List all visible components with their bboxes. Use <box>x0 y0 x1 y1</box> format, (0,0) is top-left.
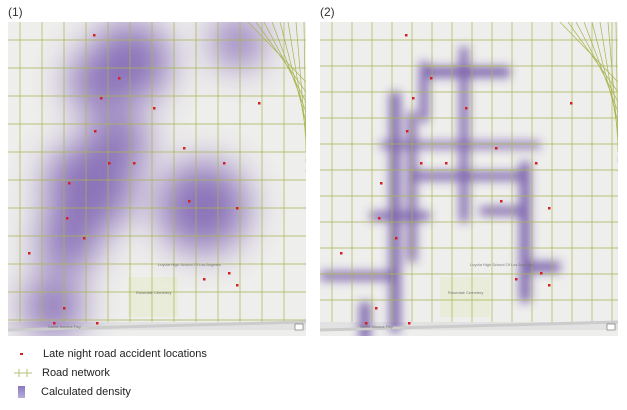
density-blob <box>213 22 263 67</box>
freeway-line <box>320 320 618 332</box>
road <box>599 22 618 133</box>
accident-point <box>375 307 378 310</box>
legend-accidents: Late night road accident locations <box>20 348 207 360</box>
accident-point <box>500 200 503 203</box>
density-swatch-icon <box>18 386 25 399</box>
accident-point <box>535 162 538 165</box>
accident-point <box>118 77 121 80</box>
map-scale-icon <box>294 323 304 331</box>
accident-point <box>236 207 239 210</box>
density-corridor <box>370 212 430 220</box>
density-blob <box>158 162 248 252</box>
density-corridor <box>460 102 468 222</box>
accident-point <box>430 77 433 80</box>
accident-point <box>408 322 411 325</box>
density-corridor <box>530 262 560 272</box>
accident-point <box>258 102 261 105</box>
road <box>303 22 306 153</box>
accident-point <box>412 97 415 100</box>
legend-roads-label: Road network <box>42 367 110 379</box>
density-corridor <box>480 207 530 215</box>
accident-point <box>28 252 31 255</box>
density-corridor <box>320 272 400 280</box>
accident-point <box>365 322 368 325</box>
accident-point <box>100 97 103 100</box>
road-network <box>8 22 306 322</box>
density-blob <box>38 212 98 272</box>
road <box>607 22 618 143</box>
accident-point <box>108 162 111 165</box>
accident-point <box>188 200 191 203</box>
accident-point <box>465 107 468 110</box>
map-label: Rosedale Cemetery <box>448 290 483 295</box>
accident-point <box>223 162 226 165</box>
road <box>295 22 306 143</box>
accident-point <box>548 207 551 210</box>
accident-point <box>183 147 186 150</box>
density-corridor <box>520 162 530 302</box>
density-corridor <box>410 172 530 180</box>
density-blob <box>88 112 148 172</box>
panel-label-1: (1) <box>8 5 23 19</box>
accident-point <box>445 162 448 165</box>
density-blob <box>68 52 128 112</box>
map-label: Santa Monica Fwy <box>48 324 81 329</box>
density-map-kernel[interactable]: Rosedale Cemetery Loyola High School Of L… <box>8 22 306 336</box>
legend-density: Calculated density <box>18 386 131 399</box>
accident-point <box>96 322 99 325</box>
accident-point <box>515 278 518 281</box>
map-label: Rosedale Cemetery <box>136 290 171 295</box>
accident-point <box>570 102 573 105</box>
panel-label-2: (2) <box>320 5 335 19</box>
accident-point <box>133 162 136 165</box>
accident-point <box>405 34 408 37</box>
accident-point <box>68 182 71 185</box>
accident-point <box>495 147 498 150</box>
accident-point <box>236 284 239 287</box>
accident-point <box>93 34 96 37</box>
legend-roads: Road network <box>14 367 110 379</box>
accident-point <box>406 130 409 133</box>
cemetery-area <box>440 277 490 317</box>
accident-point <box>153 107 156 110</box>
accident-point <box>228 272 231 275</box>
accident-point <box>420 162 423 165</box>
accident-point <box>63 307 66 310</box>
road-network <box>320 22 618 322</box>
road <box>615 22 618 153</box>
cemetery-area <box>128 277 178 317</box>
legend-accidents-label: Late night road accident locations <box>43 348 207 360</box>
map-label: Loyola High School Of Los Angeles <box>470 262 533 267</box>
accident-point <box>378 217 381 220</box>
map-scale-icon <box>606 323 616 331</box>
accident-point <box>94 130 97 133</box>
map-label: Loyola High School Of Los Angeles <box>158 262 221 267</box>
density-corridor <box>460 47 468 107</box>
accident-point <box>203 278 206 281</box>
accident-point <box>340 252 343 255</box>
density-corridor <box>360 302 370 336</box>
accident-point-icon <box>20 353 23 356</box>
map-label: Santa Monica Fwy <box>360 324 393 329</box>
accident-point <box>395 237 398 240</box>
freeway-line <box>8 320 306 332</box>
road <box>287 22 306 133</box>
accident-point <box>83 237 86 240</box>
density-map-network[interactable]: Rosedale Cemetery Loyola High School Of L… <box>320 22 618 336</box>
accident-point <box>66 217 69 220</box>
road-network-icon <box>14 369 32 378</box>
accident-point <box>53 322 56 325</box>
accident-point <box>380 182 383 185</box>
legend-density-label: Calculated density <box>41 386 131 398</box>
accident-point <box>540 272 543 275</box>
accident-point <box>548 284 551 287</box>
density-layer <box>23 22 263 336</box>
